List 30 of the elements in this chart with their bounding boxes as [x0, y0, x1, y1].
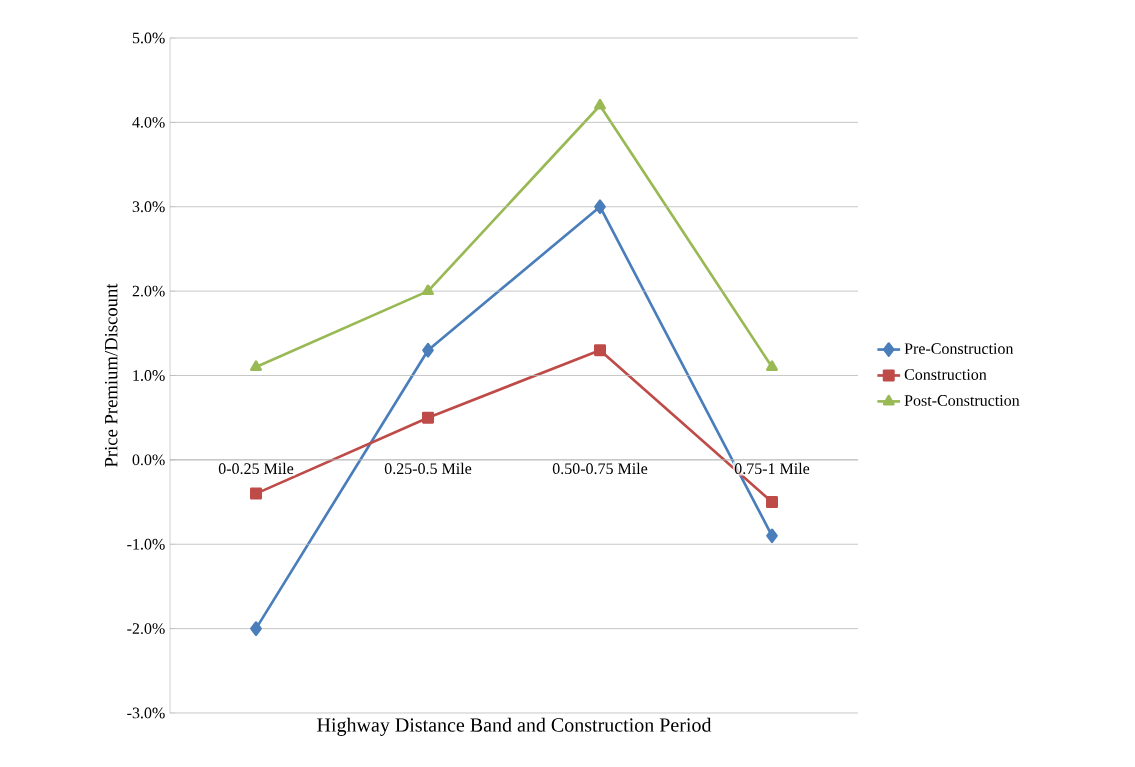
- x-axis-title: Highway Distance Band and Construction Period: [317, 717, 712, 736]
- y-tick-label: -1.0%: [127, 538, 165, 550]
- point: [766, 360, 778, 372]
- point: [422, 284, 434, 296]
- legend-label: Construction: [904, 369, 987, 380]
- point: [594, 344, 607, 357]
- x-tick-label: 0-0.25 Mile: [218, 462, 294, 475]
- point: [594, 199, 606, 215]
- point: [422, 342, 434, 358]
- y-tick-label: 2.0%: [132, 285, 165, 297]
- point: [766, 528, 778, 544]
- point: [422, 411, 435, 424]
- x-tick-label: 0.75-1 Mile: [734, 462, 810, 475]
- y-tick-label: -2.0%: [127, 623, 165, 635]
- legend-label: Post-Construction: [904, 395, 1020, 406]
- x-tick-label: 0.25-0.5 Mile: [384, 462, 472, 475]
- point: [250, 360, 262, 372]
- point: [594, 98, 606, 110]
- x-tick-label: 0.50-0.75 Mile: [552, 462, 648, 475]
- legend-label: Pre-Construction: [904, 343, 1014, 354]
- point: [766, 496, 779, 509]
- y-tick-label: -3.0%: [127, 707, 165, 719]
- y-tick-label: 3.0%: [132, 201, 165, 213]
- y-tick-label: 4.0%: [132, 116, 165, 128]
- point: [250, 487, 263, 500]
- y-tick-label: 0.0%: [132, 454, 165, 466]
- y-tick-label: 5.0%: [132, 32, 165, 44]
- y-tick-label: 1.0%: [133, 370, 165, 381]
- point: [250, 621, 262, 636]
- y-axis-title: Price Premium/Discount: [104, 283, 118, 467]
